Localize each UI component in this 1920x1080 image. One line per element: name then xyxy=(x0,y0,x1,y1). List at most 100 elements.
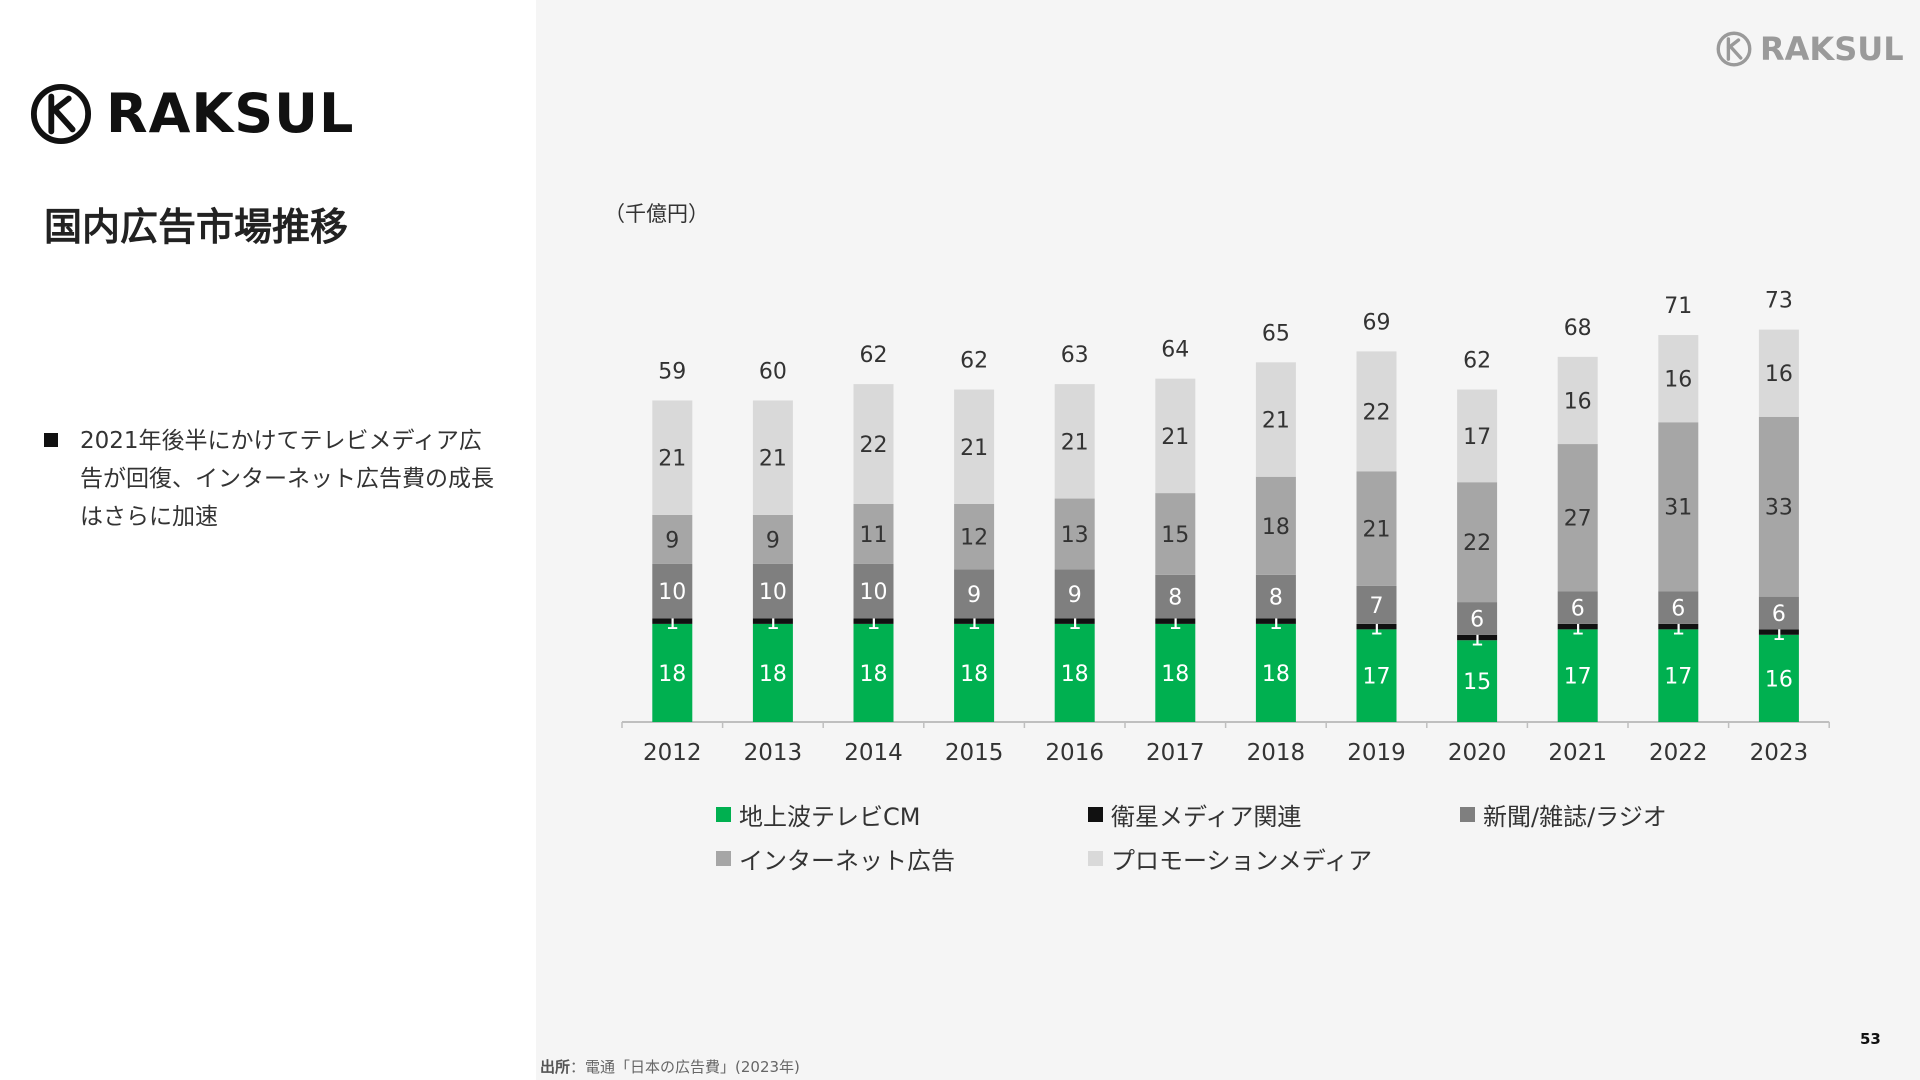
data-label-4-2017: 15 xyxy=(1161,523,1189,548)
data-label-1-2021: 17 xyxy=(1564,665,1592,690)
page-number: 53 xyxy=(1860,1030,1881,1048)
bar-segment-1-2018 xyxy=(1255,623,1296,722)
bar-segment-3-2020 xyxy=(1457,602,1498,635)
raksul-corner-logo-text: RAKSUL xyxy=(1760,30,1904,68)
data-label-3-2012: 10 xyxy=(658,580,686,605)
data-label-5-2019: 22 xyxy=(1363,400,1391,425)
data-label-4-2023: 33 xyxy=(1765,496,1793,521)
data-label-1-2016: 18 xyxy=(1061,662,1089,687)
bar-segment-3-2018 xyxy=(1255,574,1296,619)
data-label-3-2016: 9 xyxy=(1068,583,1082,608)
bar-segment-1-2016 xyxy=(1054,623,1095,722)
data-label-3-2018: 8 xyxy=(1269,586,1283,611)
data-label-3-2014: 10 xyxy=(860,580,888,605)
data-label-5-2018: 21 xyxy=(1262,409,1290,434)
data-label-1-2017: 18 xyxy=(1161,662,1189,687)
data-label-3-2022: 6 xyxy=(1671,597,1685,622)
data-label-1-2018: 18 xyxy=(1262,662,1290,687)
total-label-2017: 64 xyxy=(1161,338,1189,363)
legend-item-3: 新聞/雑誌/ラジオ xyxy=(1460,800,1760,831)
total-label-2023: 73 xyxy=(1765,289,1793,314)
legend-item-5: プロモーションメディア xyxy=(1088,844,1460,875)
raksul-logo: RAKSUL xyxy=(30,82,354,145)
x-tick-label-2019: 2019 xyxy=(1347,740,1406,766)
data-label-1-2014: 18 xyxy=(860,662,888,687)
bar-segment-2-2020 xyxy=(1457,634,1498,641)
x-tick-label-2020: 2020 xyxy=(1448,740,1507,766)
data-label-5-2022: 16 xyxy=(1664,368,1692,393)
raksul-corner-logo: RAKSUL xyxy=(1716,30,1904,68)
bar-segment-2-2016 xyxy=(1054,618,1095,624)
bar-segment-3-2019 xyxy=(1356,585,1397,624)
bullet-square-icon xyxy=(44,433,58,447)
bar-segment-4-2018 xyxy=(1255,476,1296,575)
legend-label-3: 新聞/雑誌/ラジオ xyxy=(1483,802,1667,831)
bar-segment-3-2013 xyxy=(752,563,793,619)
bar-segment-2-2015 xyxy=(954,618,995,624)
legend-item-4: インターネット広告 xyxy=(716,844,1088,875)
legend-label-4: インターネット広告 xyxy=(739,846,955,875)
data-label-4-2015: 12 xyxy=(960,526,988,551)
data-label-1-2019: 17 xyxy=(1363,665,1391,690)
data-label-5-2014: 22 xyxy=(860,433,888,458)
x-tick-label-2013: 2013 xyxy=(744,740,803,766)
data-label-3-2015: 9 xyxy=(967,583,981,608)
data-label-1-2020: 15 xyxy=(1463,670,1491,695)
bar-segment-2-2013 xyxy=(752,618,793,624)
page-title: 国内広告市場推移 xyxy=(44,205,349,249)
data-label-5-2023: 16 xyxy=(1765,362,1793,387)
total-label-2018: 65 xyxy=(1262,321,1290,346)
stacked-bar-chart: 1811092159201218110921602013181101122622… xyxy=(621,289,1830,766)
bar-segment-2-2018 xyxy=(1255,618,1296,624)
bar-segment-1-2015 xyxy=(954,623,995,722)
data-label-4-2020: 22 xyxy=(1463,531,1491,556)
data-label-5-2017: 21 xyxy=(1161,425,1189,450)
data-label-4-2014: 11 xyxy=(860,523,888,548)
source-label: 出所 xyxy=(540,1058,571,1076)
x-tick-label-2015: 2015 xyxy=(945,740,1004,766)
total-label-2022: 71 xyxy=(1664,294,1692,319)
x-tick-label-2021: 2021 xyxy=(1548,740,1607,766)
legend-swatch-3 xyxy=(1460,806,1475,822)
bar-segment-4-2021 xyxy=(1557,444,1598,592)
bar-segment-4-2013 xyxy=(752,514,793,564)
bar-segment-4-2012 xyxy=(652,514,693,564)
data-label-4-2016: 13 xyxy=(1061,523,1089,548)
bar-segment-5-2016 xyxy=(1054,384,1095,499)
bar-segment-5-2021 xyxy=(1557,356,1598,445)
bar-segment-2-2022 xyxy=(1658,623,1699,630)
bar-segment-4-2017 xyxy=(1155,493,1196,575)
legend-item-1: 地上波テレビCM xyxy=(716,800,1088,831)
bar-segment-1-2019 xyxy=(1356,629,1397,722)
data-label-5-2012: 21 xyxy=(658,447,686,472)
data-label-4-2012: 9 xyxy=(665,528,679,553)
bar-segment-4-2015 xyxy=(954,504,995,570)
bar-segment-4-2016 xyxy=(1054,498,1095,570)
legend-swatch-4 xyxy=(716,850,731,866)
data-label-4-2018: 18 xyxy=(1262,515,1290,540)
bar-segment-5-2015 xyxy=(954,389,995,504)
bar-segment-5-2022 xyxy=(1658,335,1699,423)
bar-segment-2-2017 xyxy=(1155,618,1196,624)
legend-label-2: 衛星メディア関連 xyxy=(1111,802,1302,831)
x-tick-label-2018: 2018 xyxy=(1247,740,1306,766)
data-label-3-2023: 6 xyxy=(1772,602,1786,627)
bar-segment-5-2014 xyxy=(853,384,894,504)
data-label-1-2015: 18 xyxy=(960,662,988,687)
data-label-4-2022: 31 xyxy=(1664,496,1692,521)
bar-segment-5-2012 xyxy=(652,400,693,515)
total-label-2019: 69 xyxy=(1363,310,1391,335)
legend-item-2: 衛星メディア関連 xyxy=(1088,800,1460,831)
data-label-1-2013: 18 xyxy=(759,662,787,687)
bar-segment-2-2021 xyxy=(1557,623,1598,630)
source-text: ：電通「日本の広告費」(2023年) xyxy=(570,1058,800,1076)
bar-segment-3-2014 xyxy=(853,563,894,619)
bar-segment-1-2012 xyxy=(652,623,693,722)
bar-segment-3-2021 xyxy=(1557,591,1598,624)
x-tick-label-2022: 2022 xyxy=(1649,740,1708,766)
data-label-1-2012: 18 xyxy=(658,662,686,687)
legend-label-1: 地上波テレビCM xyxy=(739,802,921,831)
bar-segment-2-2023 xyxy=(1758,629,1799,635)
bar-segment-4-2022 xyxy=(1658,422,1699,592)
bar-segment-1-2021 xyxy=(1557,629,1598,722)
